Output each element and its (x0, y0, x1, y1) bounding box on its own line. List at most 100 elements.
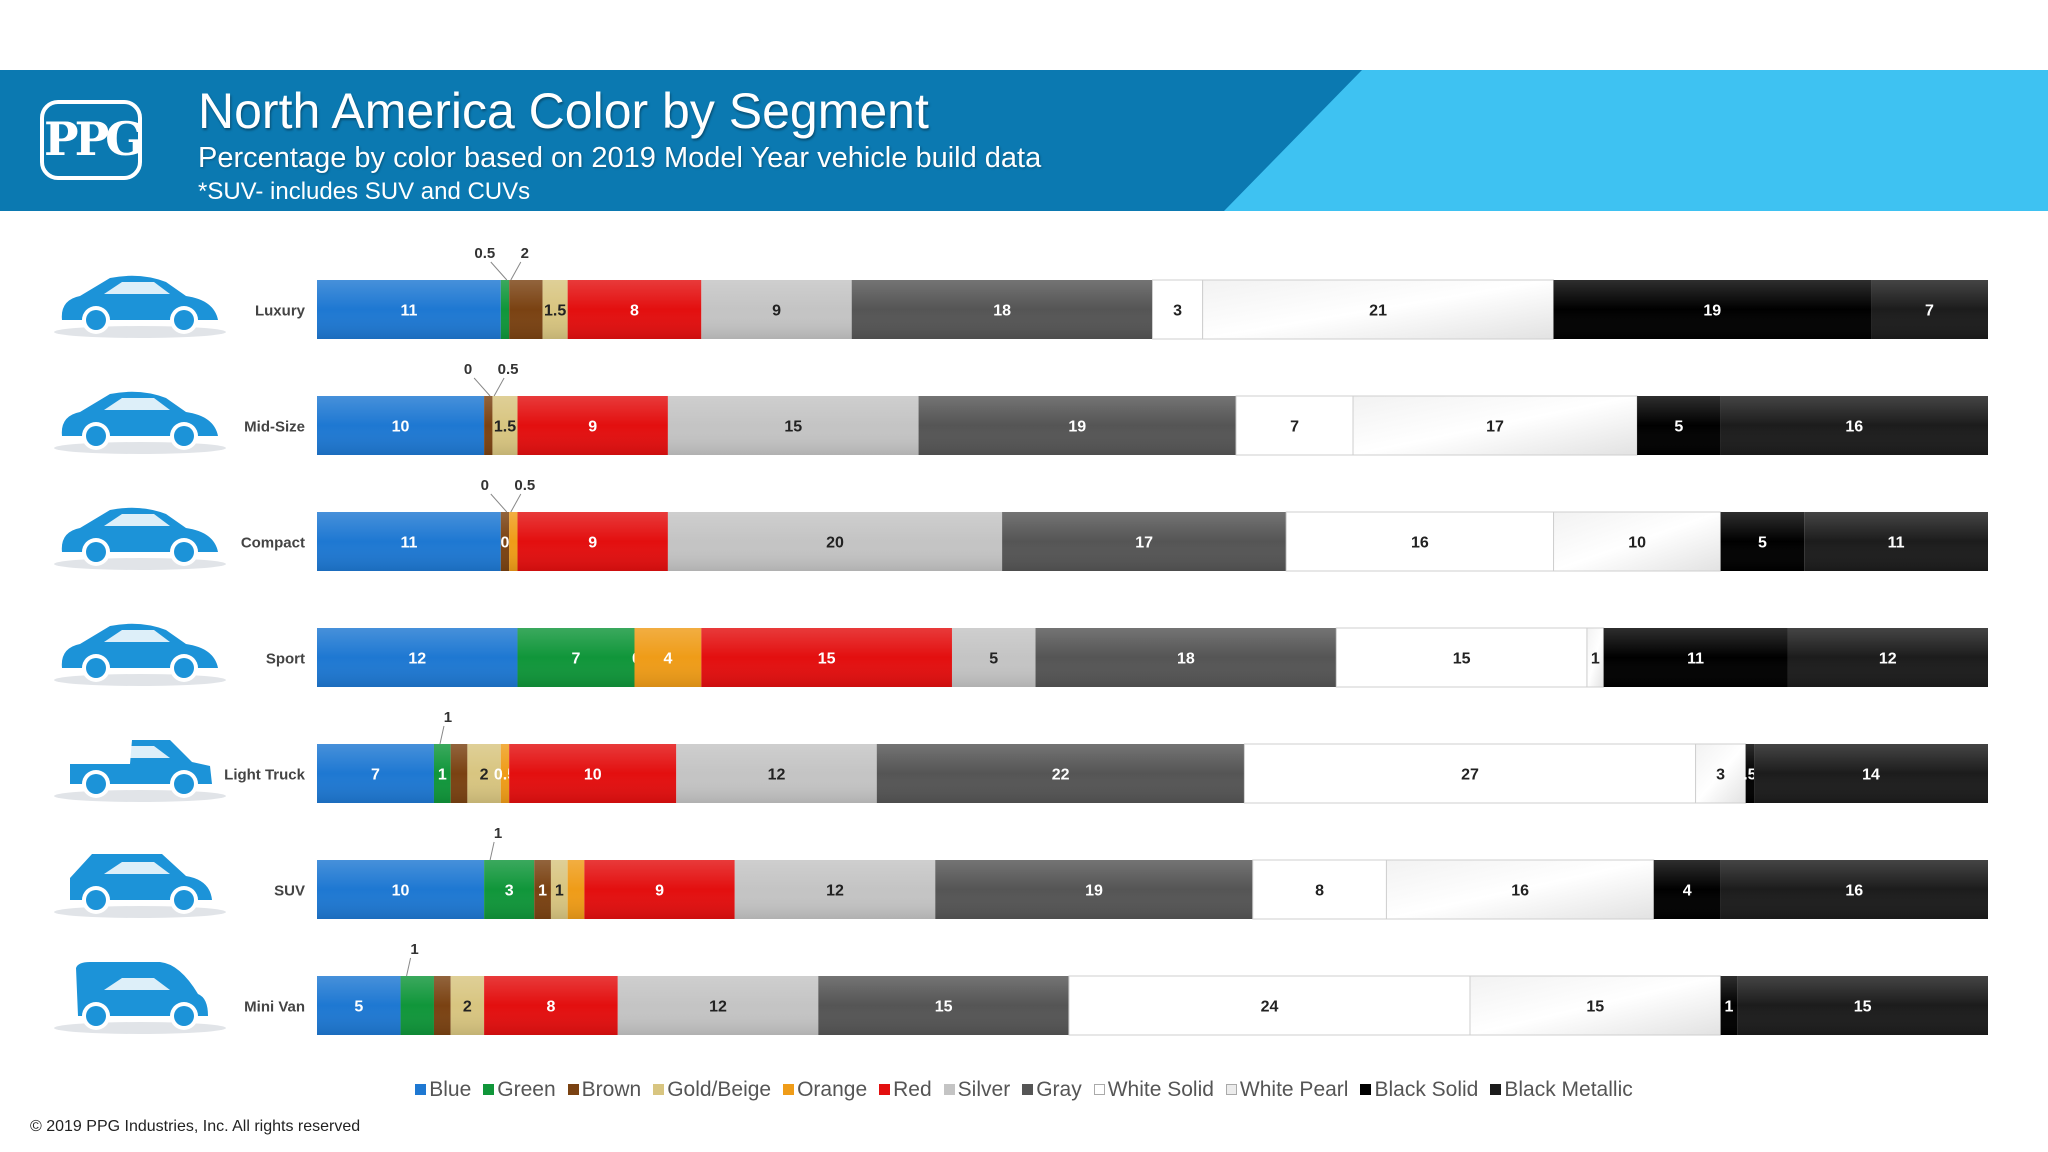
data-label: 1 (538, 883, 547, 900)
chart-subtitle: Percentage by color based on 2019 Model … (198, 142, 1042, 174)
data-label: 0 (501, 535, 510, 552)
data-label: 12 (408, 651, 426, 668)
legend-swatch (783, 1084, 795, 1095)
car-window (104, 398, 170, 410)
data-label: 21 (1369, 303, 1387, 320)
bar-segment-shine (1720, 512, 1805, 571)
car-hub (86, 658, 106, 678)
bar-segment-shine (584, 860, 735, 919)
callout-label: 1 (444, 709, 452, 726)
legend-label: Blue (429, 1078, 472, 1101)
bar-segment-shine (1745, 744, 1755, 803)
data-label: 12 (1879, 651, 1897, 668)
data-label: 9 (772, 303, 781, 320)
data-label: .5 (1743, 767, 1756, 784)
car-compact-icon (54, 507, 226, 570)
legend-swatch (943, 1084, 955, 1095)
data-label: 1.5 (544, 303, 566, 320)
legend-label: Red (893, 1078, 932, 1101)
callout-label: 0.5 (498, 361, 519, 378)
bar-segment-shine (1002, 512, 1287, 571)
car-sport-icon (54, 623, 226, 686)
bar-segment-shine (500, 512, 510, 571)
car-shadow (54, 790, 226, 802)
callout-leader (490, 493, 508, 513)
data-label: 18 (993, 303, 1011, 320)
data-label: 8 (630, 303, 639, 320)
car-shadow (54, 674, 226, 686)
data-label: 12 (709, 999, 727, 1016)
callout-leader (439, 725, 445, 745)
car-window (104, 746, 170, 758)
data-label: 19 (1085, 883, 1103, 900)
bar-segment-shine (701, 280, 852, 339)
car-hub (86, 426, 106, 446)
car-mid-size-icon (54, 391, 226, 454)
bar-segment-shine (517, 396, 668, 455)
data-label: 4 (1683, 883, 1692, 900)
callout-label: 0.5 (514, 477, 535, 494)
legend-label: White Solid (1107, 1078, 1214, 1101)
data-label: 12 (768, 767, 786, 784)
bar-segment-shine (1720, 396, 1988, 455)
legend-label: Gray (1036, 1078, 1082, 1101)
callout-label: 1 (410, 941, 418, 958)
car-hub (174, 774, 194, 794)
bar-segment-shine (542, 280, 568, 339)
bar-segment-shine (317, 396, 485, 455)
car-window (104, 978, 170, 990)
data-label: 3 (1173, 303, 1182, 320)
data-label: 4 (663, 651, 672, 668)
car-window (104, 282, 170, 294)
bar-segment-shine (634, 628, 702, 687)
bar-segment-white-solid (1068, 975, 1471, 1036)
bar-segment-white-pearl (1586, 627, 1605, 688)
bar-segment-shine (317, 512, 501, 571)
legend-label: Gold/Beige (667, 1078, 772, 1101)
category-label: Compact (241, 535, 305, 552)
legend-item-white-pearl: White Pearl (1225, 1078, 1348, 1102)
car-hub (174, 1006, 194, 1026)
data-label: 7 (371, 767, 380, 784)
bar-segment-shine (550, 860, 568, 919)
car-shadow (54, 558, 226, 570)
bar-segment-shine (1637, 396, 1721, 455)
data-label: 15 (1854, 999, 1872, 1016)
data-label: 7 (1925, 303, 1934, 320)
category-label: Mini Van (244, 999, 305, 1016)
chart-title: North America Color by Segment (198, 83, 929, 139)
data-label: 15 (1586, 999, 1604, 1016)
bar-segment-shine (509, 512, 518, 571)
car-shadow (54, 326, 226, 338)
bar-segment-shine (1553, 280, 1872, 339)
data-label: 9 (655, 883, 664, 900)
data-label: 24 (1261, 999, 1279, 1016)
callout-label: 0.5 (474, 245, 495, 262)
legend-label: Silver (957, 1078, 1011, 1101)
bar-segment-white-solid (1243, 743, 1697, 804)
legend-swatch (1225, 1084, 1237, 1095)
data-label: 8 (546, 999, 555, 1016)
bar-segment-shine (935, 860, 1253, 919)
bar-segment-shine (1603, 628, 1788, 687)
bar-segment-shine (500, 280, 510, 339)
bar-segment-shine (734, 860, 936, 919)
data-label: 2 (463, 999, 472, 1016)
bar-segment-shine (1871, 280, 1988, 339)
car-hub (174, 890, 194, 910)
callout-leader (510, 261, 522, 281)
bar-segment-shine (567, 280, 702, 339)
data-label: 5 (989, 651, 998, 668)
data-label: 15 (818, 651, 836, 668)
bar-segment-shine (317, 628, 518, 687)
data-label: 9 (588, 419, 597, 436)
data-label: 19 (1068, 419, 1086, 436)
callout-leader (510, 493, 522, 513)
car-hub (174, 310, 194, 330)
bar-row-suv: SUV 10 3 1 1 9 12 19 8 16 4 161 (54, 825, 1988, 920)
data-label: 11 (1888, 535, 1905, 552)
legend-swatch (1022, 1084, 1034, 1095)
legend-label: Black Solid (1374, 1078, 1479, 1101)
car-window (104, 630, 170, 642)
